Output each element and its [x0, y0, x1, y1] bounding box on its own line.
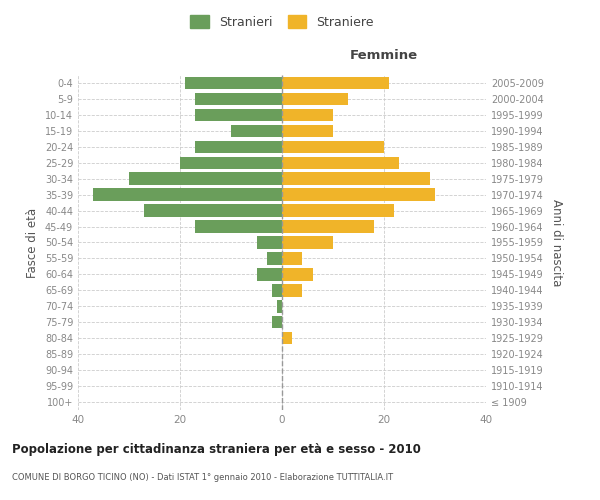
Bar	[185, 77, 282, 89]
Bar	[196, 108, 282, 121]
Y-axis label: Anni di nascita: Anni di nascita	[550, 199, 563, 286]
Bar	[282, 220, 374, 233]
Bar	[282, 252, 302, 264]
Bar	[282, 124, 333, 137]
Bar	[180, 156, 282, 169]
Bar	[282, 140, 384, 153]
Bar	[145, 204, 282, 217]
Bar	[282, 172, 430, 185]
Bar	[282, 284, 302, 296]
Text: COMUNE DI BORGO TICINO (NO) - Dati ISTAT 1° gennaio 2010 - Elaborazione TUTTITAL: COMUNE DI BORGO TICINO (NO) - Dati ISTAT…	[12, 472, 393, 482]
Bar	[196, 220, 282, 233]
Bar	[272, 316, 282, 328]
Bar	[267, 252, 282, 264]
Bar	[277, 300, 282, 312]
Bar	[282, 204, 394, 217]
Bar	[282, 92, 349, 105]
Bar	[282, 332, 292, 344]
Text: Femmine: Femmine	[350, 48, 418, 62]
Bar	[94, 188, 282, 201]
Bar	[282, 268, 313, 280]
Y-axis label: Fasce di età: Fasce di età	[26, 208, 39, 278]
Bar	[282, 108, 333, 121]
Text: Popolazione per cittadinanza straniera per età e sesso - 2010: Popolazione per cittadinanza straniera p…	[12, 442, 421, 456]
Text: Maschi: Maschi	[0, 48, 2, 62]
Bar	[129, 172, 282, 185]
Legend: Stranieri, Straniere: Stranieri, Straniere	[187, 11, 377, 32]
Bar	[282, 188, 435, 201]
Bar	[282, 77, 389, 89]
Bar	[257, 236, 282, 248]
Bar	[196, 92, 282, 105]
Bar	[231, 124, 282, 137]
Bar	[196, 140, 282, 153]
Bar	[272, 284, 282, 296]
Bar	[257, 268, 282, 280]
Bar	[282, 236, 333, 248]
Bar	[282, 156, 400, 169]
